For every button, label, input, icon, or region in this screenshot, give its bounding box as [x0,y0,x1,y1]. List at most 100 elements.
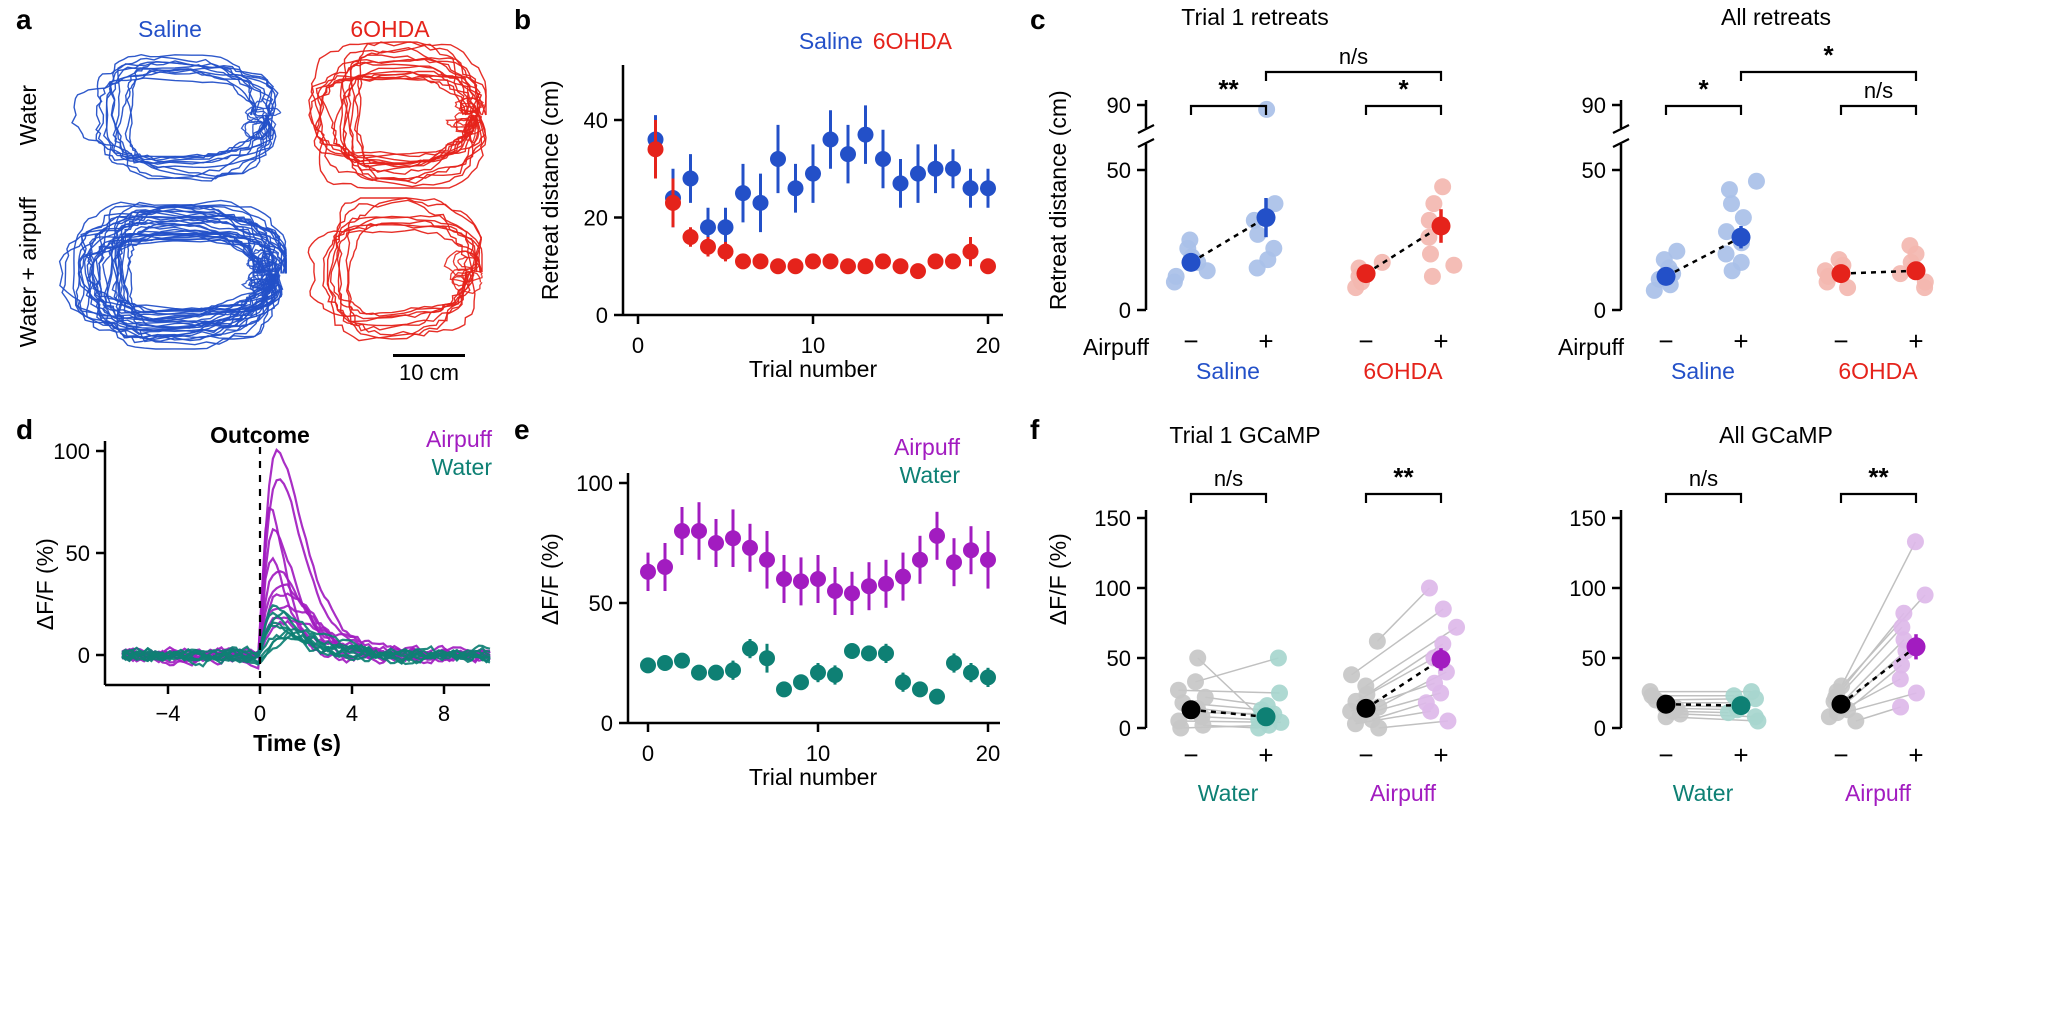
panel-c-plot-1: 0 50 90 * n/s − + − + * [1582,40,1934,356]
legend-6ohda-label: 6OHDA [872,28,952,54]
svg-text:0: 0 [601,711,613,736]
legend-saline-label: Saline [798,28,863,54]
panel-c-title-1: All retreats [1721,4,1831,30]
svg-text:−: − [1358,326,1373,356]
panel-f-group-label-water-1: Water [1672,780,1734,806]
panel-e-ylabel: ΔF/F (%) [536,533,563,626]
panel-a-plot-1 [308,41,487,189]
panel-d-ylabel: ΔF/F (%) [31,538,58,631]
panel-d-letter: d [16,414,34,445]
svg-text:+: + [1433,326,1448,356]
svg-text:−: − [1658,326,1673,356]
svg-text:−4: −4 [155,701,180,726]
svg-text:90: 90 [1107,93,1131,118]
svg-text:**: ** [1868,462,1889,492]
panel-c-group-label-saline-1: Saline [1671,358,1735,384]
panel-c-airpuff-label-0: Airpuff [1082,334,1149,360]
svg-text:−: − [1658,740,1673,770]
svg-text:n/s: n/s [1689,466,1718,491]
panel-c-group-label-6ohda-0: 6OHDA [1363,358,1443,384]
svg-text:Outcome: Outcome [210,422,310,448]
svg-text:10: 10 [801,333,825,358]
svg-text:20: 20 [976,333,1000,358]
panel-c-group-label-saline-0: Saline [1196,358,1260,384]
svg-text:50: 50 [1582,646,1606,671]
svg-text:50: 50 [589,591,613,616]
panel-a-row-label-water: Water [14,84,41,146]
panel-f: f ΔF/F (%) Trial 1 GCaMP All GCaMP 0 50 10… [1016,408,2061,1022]
panel-e-legend-water: Water [899,462,961,488]
svg-text:90: 90 [1582,93,1606,118]
svg-text:50: 50 [1582,158,1606,183]
svg-text:150: 150 [1094,506,1131,531]
panel-c-ylabel: Retreat distance (cm) [1044,90,1071,311]
panel-a-letter: a [16,4,32,35]
panel-f-title-0: Trial 1 GCaMP [1169,422,1321,448]
panel-d-legend-water: Water [431,454,493,480]
panel-d: d 0 50 100 −4 0 4 8 Outcome ΔF/F (%) Time (s) A… [0,408,505,1022]
svg-text:+: + [1908,326,1923,356]
panel-f-letter: f [1030,414,1040,445]
panel-b-ylabel: Retreat distance (cm) [536,80,563,301]
svg-text:10: 10 [806,741,830,766]
svg-text:0: 0 [632,333,644,358]
panel-f-group-label-airpuff-1: Airpuff [1844,780,1912,806]
svg-text:+: + [1258,326,1273,356]
svg-text:n/s: n/s [1864,78,1893,103]
svg-text:50: 50 [66,541,90,566]
svg-text:**: ** [1393,462,1414,492]
svg-text:n/s: n/s [1339,44,1368,69]
svg-text:100: 100 [1569,576,1606,601]
svg-text:20: 20 [584,206,608,231]
panel-a-col-label-6ohda: 6OHDA [350,16,430,42]
svg-text:0: 0 [254,701,266,726]
svg-text:+: + [1908,740,1923,770]
svg-text:*: * [1823,40,1834,70]
panel-a-plot-2 [58,199,287,350]
panel-e-xlabel: Trial number [748,764,878,790]
panel-b-letter: b [514,4,532,35]
svg-text:−: − [1183,740,1198,770]
scale-bar [393,354,465,357]
panel-f-group-label-airpuff-0: Airpuff [1369,780,1437,806]
panel-e: e 0 50 100 0 10 20 ΔF/F (%) Trial number Airp… [508,408,1013,1022]
panel-b-legend: Saline 6OHDA [702,28,952,54]
svg-text:0: 0 [78,643,90,668]
panel-b-xlabel: Trial number [748,356,878,382]
svg-text:*: * [1398,74,1409,104]
svg-text:20: 20 [976,741,1000,766]
panel-c-airpuff-label-1: Airpuff [1557,334,1624,360]
panel-d-legend-airpuff: Airpuff [425,426,492,452]
panel-c-group-label-6ohda-1: 6OHDA [1838,358,1918,384]
svg-text:0: 0 [596,303,608,328]
svg-text:0: 0 [1594,298,1606,323]
panel-e-legend-airpuff: Airpuff [893,434,960,460]
svg-text:0: 0 [642,741,654,766]
svg-text:100: 100 [576,471,613,496]
panel-f-plot-1: 0 50 100 150 n/s ** − + − + [1569,462,1934,770]
panel-d-xlabel: Time (s) [253,730,341,756]
svg-text:4: 4 [346,701,358,726]
svg-text:0: 0 [1594,716,1606,741]
panel-f-title-1: All GCaMP [1719,422,1833,448]
scale-bar-label: 10 cm [399,360,459,385]
svg-text:100: 100 [1094,576,1131,601]
svg-text:0: 0 [1119,298,1131,323]
panel-c-letter: c [1030,4,1046,35]
panel-a-row-label-water-airpuff: Water + airpuff [14,197,41,348]
panel-b: b Saline 6OHDA 0 20 40 0 10 20 Retreat distanc… [508,0,1013,405]
svg-text:100: 100 [53,439,90,464]
svg-text:*: * [1698,74,1709,104]
svg-text:8: 8 [438,701,450,726]
svg-text:+: + [1733,326,1748,356]
svg-text:+: + [1258,740,1273,770]
panel-c: c Retreat distance (cm) Trial 1 retreats… [1016,0,2061,405]
panel-c-title-0: Trial 1 retreats [1181,4,1329,30]
panel-a-plot-3 [307,197,483,342]
svg-text:−: − [1833,326,1848,356]
svg-text:0: 0 [1119,716,1131,741]
svg-text:150: 150 [1569,506,1606,531]
svg-text:−: − [1833,740,1848,770]
